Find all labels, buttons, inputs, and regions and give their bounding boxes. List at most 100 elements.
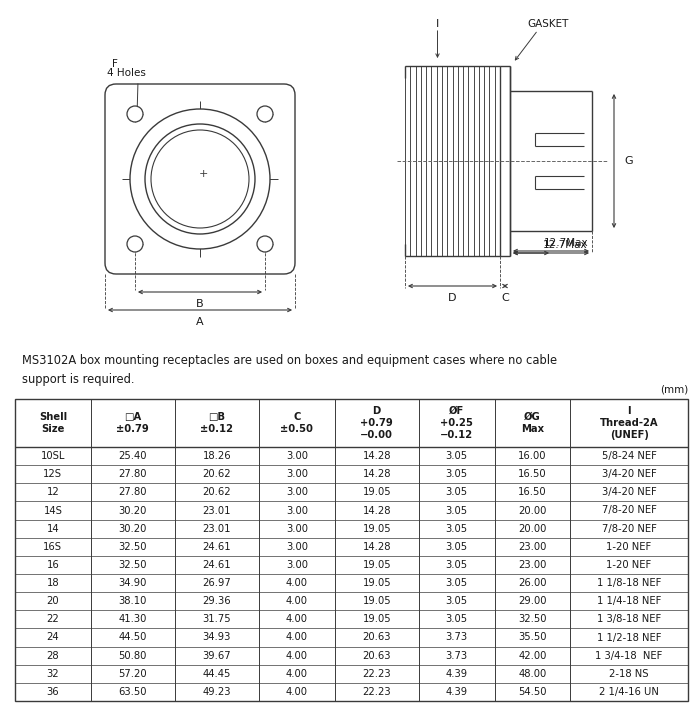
Text: 57.20: 57.20 bbox=[118, 669, 147, 679]
Circle shape bbox=[151, 130, 249, 228]
Text: 32.50: 32.50 bbox=[118, 542, 147, 552]
Text: 19.05: 19.05 bbox=[363, 596, 391, 606]
Text: 63.50: 63.50 bbox=[118, 687, 147, 697]
Text: 30.20: 30.20 bbox=[118, 506, 147, 515]
Text: Shell
Size: Shell Size bbox=[38, 412, 67, 434]
Text: 23.01: 23.01 bbox=[203, 506, 231, 515]
Text: 35.50: 35.50 bbox=[518, 632, 547, 642]
Text: +: + bbox=[198, 169, 208, 179]
Text: 3/4-20 NEF: 3/4-20 NEF bbox=[602, 469, 657, 479]
Text: 3.05: 3.05 bbox=[446, 451, 468, 461]
Text: 36: 36 bbox=[46, 687, 60, 697]
Text: 1 1/2-18 NEF: 1 1/2-18 NEF bbox=[597, 632, 662, 642]
Bar bbox=[15, 399, 688, 701]
Circle shape bbox=[145, 124, 255, 234]
Text: 3.00: 3.00 bbox=[286, 524, 308, 534]
Text: 3.00: 3.00 bbox=[286, 487, 308, 497]
Text: 1 1/8-18 NEF: 1 1/8-18 NEF bbox=[597, 578, 662, 588]
Text: 54.50: 54.50 bbox=[518, 687, 547, 697]
Text: 16: 16 bbox=[46, 560, 60, 570]
Text: 1 3/4-18  NEF: 1 3/4-18 NEF bbox=[596, 651, 663, 661]
Text: 22.23: 22.23 bbox=[363, 669, 391, 679]
Text: 4.39: 4.39 bbox=[446, 687, 468, 697]
Text: 3.00: 3.00 bbox=[286, 506, 308, 515]
Text: 38.10: 38.10 bbox=[118, 596, 147, 606]
Text: 3.05: 3.05 bbox=[446, 596, 468, 606]
Text: 4.00: 4.00 bbox=[286, 669, 308, 679]
Text: 31.75: 31.75 bbox=[202, 615, 231, 625]
Text: 14.28: 14.28 bbox=[363, 506, 391, 515]
Text: 28: 28 bbox=[46, 651, 60, 661]
Text: 20.63: 20.63 bbox=[363, 651, 391, 661]
Circle shape bbox=[127, 106, 143, 122]
Text: 14.28: 14.28 bbox=[363, 469, 391, 479]
Text: 3.73: 3.73 bbox=[446, 651, 468, 661]
Text: 42.00: 42.00 bbox=[518, 651, 547, 661]
Text: 3.05: 3.05 bbox=[446, 560, 468, 570]
Text: 2 1/4-16 UN: 2 1/4-16 UN bbox=[599, 687, 659, 697]
Text: 7/8-20 NEF: 7/8-20 NEF bbox=[602, 524, 657, 534]
Text: GASKET: GASKET bbox=[527, 19, 568, 29]
Text: 3.00: 3.00 bbox=[286, 560, 308, 570]
Text: 3.00: 3.00 bbox=[286, 469, 308, 479]
Text: 12: 12 bbox=[46, 487, 60, 497]
Text: □A
±0.79: □A ±0.79 bbox=[116, 412, 149, 434]
Text: 19.05: 19.05 bbox=[363, 615, 391, 625]
Text: 3.05: 3.05 bbox=[446, 487, 468, 497]
Text: 7/8-20 NEF: 7/8-20 NEF bbox=[602, 506, 657, 515]
Text: 16.50: 16.50 bbox=[518, 487, 547, 497]
Text: 12S: 12S bbox=[43, 469, 62, 479]
Text: 3.05: 3.05 bbox=[446, 578, 468, 588]
Text: 41.30: 41.30 bbox=[118, 615, 147, 625]
Text: 16.50: 16.50 bbox=[518, 469, 547, 479]
Text: (mm): (mm) bbox=[659, 384, 688, 394]
Text: C: C bbox=[501, 293, 509, 303]
Text: 4.39: 4.39 bbox=[446, 669, 468, 679]
Circle shape bbox=[257, 236, 273, 252]
FancyBboxPatch shape bbox=[105, 84, 295, 274]
Text: 1-20 NEF: 1-20 NEF bbox=[606, 560, 652, 570]
Text: B: B bbox=[196, 299, 204, 309]
Text: 27.80: 27.80 bbox=[118, 469, 147, 479]
Text: 32.50: 32.50 bbox=[518, 615, 547, 625]
Text: 22: 22 bbox=[46, 615, 60, 625]
Text: 39.67: 39.67 bbox=[202, 651, 231, 661]
Text: 26.97: 26.97 bbox=[202, 578, 231, 588]
Circle shape bbox=[127, 236, 143, 252]
Text: 14.28: 14.28 bbox=[363, 542, 391, 552]
Text: 12.7Max: 12.7Max bbox=[542, 240, 587, 250]
Text: 44.45: 44.45 bbox=[203, 669, 231, 679]
Text: 4.00: 4.00 bbox=[286, 651, 308, 661]
Text: ØF
+0.25
−0.12: ØF +0.25 −0.12 bbox=[440, 406, 473, 440]
Text: 50.80: 50.80 bbox=[118, 651, 147, 661]
Text: 19.05: 19.05 bbox=[363, 560, 391, 570]
Text: 34.90: 34.90 bbox=[118, 578, 147, 588]
Text: 27.80: 27.80 bbox=[118, 487, 147, 497]
Text: 20.63: 20.63 bbox=[363, 632, 391, 642]
Text: 3.00: 3.00 bbox=[286, 451, 308, 461]
Text: 14.28: 14.28 bbox=[363, 451, 391, 461]
Circle shape bbox=[257, 106, 273, 122]
Text: 29.00: 29.00 bbox=[518, 596, 547, 606]
Text: 4 Holes: 4 Holes bbox=[107, 68, 146, 78]
Text: 3.05: 3.05 bbox=[446, 542, 468, 552]
Text: 3.05: 3.05 bbox=[446, 615, 468, 625]
Text: 16S: 16S bbox=[43, 542, 62, 552]
Text: 18.26: 18.26 bbox=[202, 451, 231, 461]
Text: 30.20: 30.20 bbox=[118, 524, 147, 534]
Text: 14S: 14S bbox=[43, 506, 62, 515]
Text: 1-20 NEF: 1-20 NEF bbox=[606, 542, 652, 552]
Text: 3.05: 3.05 bbox=[446, 469, 468, 479]
Text: 3.05: 3.05 bbox=[446, 524, 468, 534]
Text: ØG
Max: ØG Max bbox=[521, 412, 544, 434]
Text: 19.05: 19.05 bbox=[363, 487, 391, 497]
Circle shape bbox=[130, 109, 270, 249]
Text: 29.36: 29.36 bbox=[202, 596, 231, 606]
Text: 20.00: 20.00 bbox=[518, 524, 547, 534]
Text: 16.00: 16.00 bbox=[518, 451, 547, 461]
Text: D: D bbox=[448, 293, 456, 303]
Text: C
±0.50: C ±0.50 bbox=[281, 412, 314, 434]
Text: 4.00: 4.00 bbox=[286, 615, 308, 625]
Text: 1 3/8-18 NEF: 1 3/8-18 NEF bbox=[597, 615, 662, 625]
Text: 32.50: 32.50 bbox=[118, 560, 147, 570]
